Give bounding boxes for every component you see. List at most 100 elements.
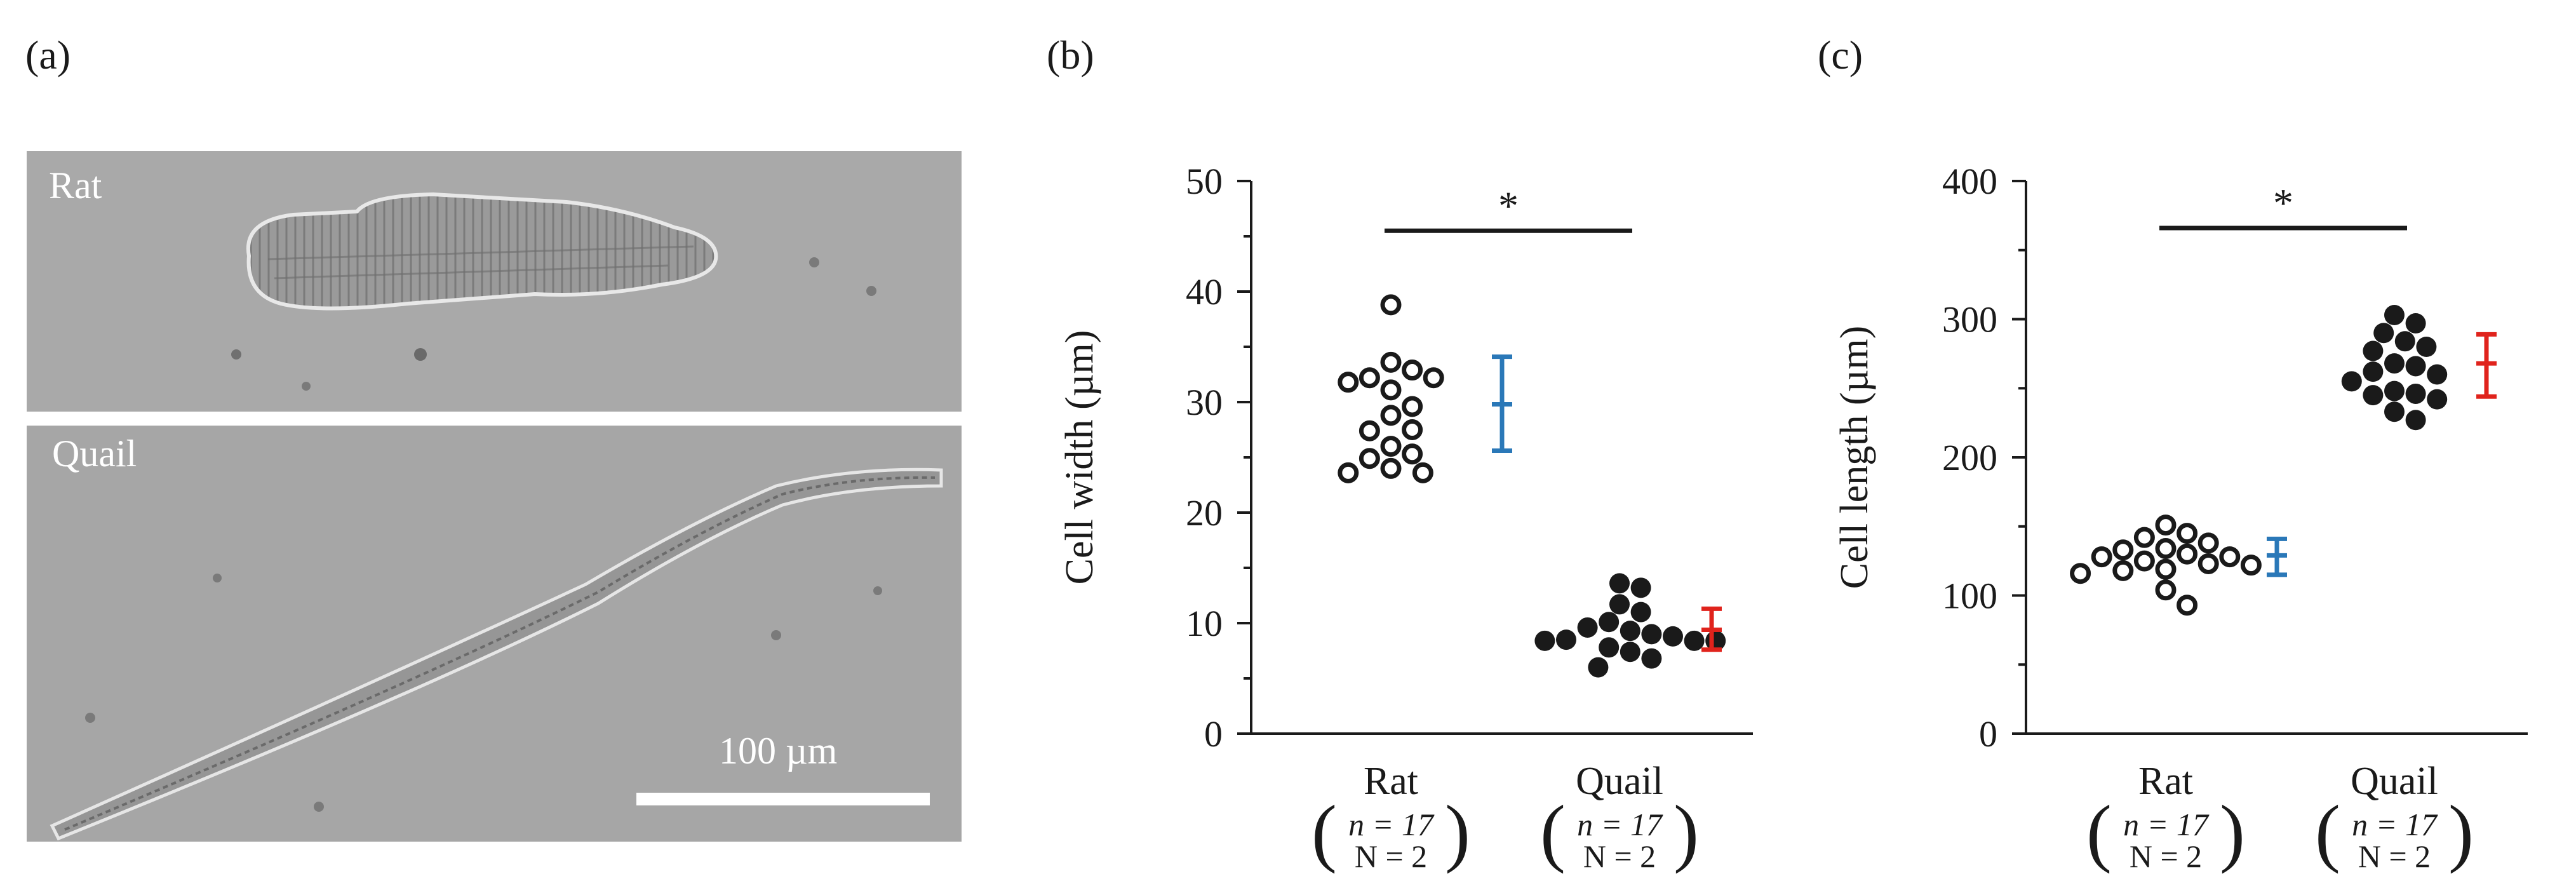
- quail-data-point: [1620, 621, 1640, 642]
- quail-data-point: [2405, 383, 2426, 404]
- quail-data-point: [2363, 361, 2384, 382]
- rat-data-point: [2112, 560, 2134, 581]
- paren-right: ): [1445, 790, 1470, 874]
- sample-size-label: n = 17: [1577, 807, 1663, 842]
- paren-left: (: [1540, 790, 1566, 874]
- rat-image-label: Rat: [49, 165, 102, 206]
- y-tick-label: 300: [1942, 299, 1997, 340]
- y-tick-label: 100: [1942, 575, 1997, 617]
- rat-data-point: [1380, 436, 1402, 457]
- rat-data-point: [2155, 579, 2177, 601]
- rat-data-point: [1358, 367, 1380, 389]
- rat-data-point: [2177, 523, 2198, 544]
- quail-data-point: [1641, 624, 1662, 645]
- quail-data-point: [2384, 353, 2405, 374]
- y-tick-label: 0: [1204, 713, 1223, 755]
- rat-data-point: [2112, 539, 2134, 561]
- quail-data-point: [1684, 630, 1705, 651]
- category-label: Quail: [2351, 760, 2438, 803]
- significance-asterisk: *: [1498, 183, 1519, 228]
- rat-data-point: [1358, 420, 1380, 441]
- rat-data-point: [1338, 372, 1359, 393]
- quail-data-point: [2405, 410, 2426, 431]
- quail-data-point: [2363, 385, 2384, 406]
- paren-left: (: [2315, 790, 2340, 874]
- paren-left: (: [1311, 790, 1337, 874]
- quail-data-point: [1534, 630, 1555, 651]
- paren-left: (: [2086, 790, 2112, 874]
- animal-count-label: N = 2: [2358, 838, 2431, 874]
- rat-data-point: [2219, 546, 2241, 568]
- quail-data-point: [2416, 337, 2437, 357]
- rat-cell-image: [231, 192, 876, 391]
- cell-length-chart: 0 100 200 300 400 Cell length (µm) Rat () n = 17…: [1833, 161, 2528, 874]
- quail-data-point: [2384, 380, 2405, 401]
- rat-data-point: [2240, 555, 2262, 576]
- quail-data-point: [1599, 612, 1620, 633]
- quail-cell-image: [50, 468, 943, 841]
- quail-data-point: [2384, 304, 2405, 325]
- rat-data-point: [1338, 462, 1359, 483]
- y-tick-label: 400: [1942, 161, 1997, 202]
- rat-data-point: [1380, 379, 1402, 401]
- paren-right: ): [2220, 790, 2245, 874]
- y-tick-label: 20: [1186, 492, 1223, 534]
- rat-data-point: [1402, 419, 1423, 440]
- y-tick-label: 0: [1979, 713, 1997, 755]
- rat-data-point: [1358, 448, 1380, 469]
- rat-data-point: [2197, 532, 2219, 554]
- rat-data-point: [1423, 367, 1444, 389]
- quail-data-point: [1577, 617, 1598, 638]
- y-tick-label: 200: [1942, 437, 1997, 478]
- rat-micrograph: Rat: [27, 151, 962, 412]
- quail-data-point: [2427, 364, 2448, 385]
- panel-a-label: (a): [25, 32, 71, 77]
- y-tick-label: 30: [1186, 382, 1223, 423]
- quail-data-point: [1630, 602, 1651, 622]
- rat-data-point: [1380, 351, 1402, 373]
- sample-size-label: n = 17: [2352, 807, 2438, 842]
- quail-data-point: [1630, 577, 1651, 598]
- y-axis-title: Cell width (µm): [1058, 330, 1101, 585]
- quail-data-point: [2384, 401, 2405, 422]
- rat-data-point: [1380, 405, 1402, 426]
- quail-data-point: [2394, 331, 2415, 352]
- quail-data-point: [1588, 657, 1609, 678]
- panel-c-label: (c): [1818, 32, 1863, 77]
- paren-right: ): [1674, 790, 1699, 874]
- scale-bar-label: 100 µm: [719, 730, 838, 772]
- quail-data-point: [2363, 340, 2384, 361]
- quail-data-point: [1663, 626, 1683, 647]
- quail-data-point: [2405, 313, 2426, 334]
- quail-micrograph: Quail 100 µm: [27, 426, 962, 842]
- scale-bar: [636, 793, 930, 805]
- sample-size-label: n = 17: [2123, 807, 2210, 842]
- rat-data-point: [2155, 515, 2177, 536]
- quail-data-point: [1609, 594, 1630, 615]
- quail-data-point: [1609, 573, 1630, 594]
- quail-data-point: [2373, 323, 2394, 344]
- rat-data-point: [2155, 558, 2177, 580]
- rat-data-point: [2197, 553, 2219, 574]
- rat-data-point: [2177, 595, 2198, 616]
- quail-image-label: Quail: [52, 433, 137, 474]
- rat-data-point: [2177, 543, 2198, 565]
- sample-size-label: n = 17: [1348, 807, 1435, 842]
- category-label: Rat: [1364, 760, 1418, 803]
- quail-data-point: [2405, 356, 2426, 377]
- rat-data-point: [2155, 538, 2177, 560]
- quail-data-point: [1641, 648, 1662, 669]
- y-tick-label: 50: [1186, 161, 1223, 202]
- category-label: Quail: [1576, 760, 1663, 803]
- animal-count-label: N = 2: [2130, 838, 2202, 874]
- quail-data-point: [1556, 629, 1576, 650]
- y-tick-label: 10: [1186, 603, 1223, 644]
- animal-count-label: N = 2: [1583, 838, 1656, 874]
- animal-count-label: N = 2: [1355, 838, 1427, 874]
- paren-right: ): [2448, 790, 2474, 874]
- y-tick-label: 40: [1186, 271, 1223, 313]
- rat-data-point: [1412, 462, 1433, 483]
- quail-data-point: [1599, 637, 1620, 658]
- rat-data-point: [1402, 443, 1423, 465]
